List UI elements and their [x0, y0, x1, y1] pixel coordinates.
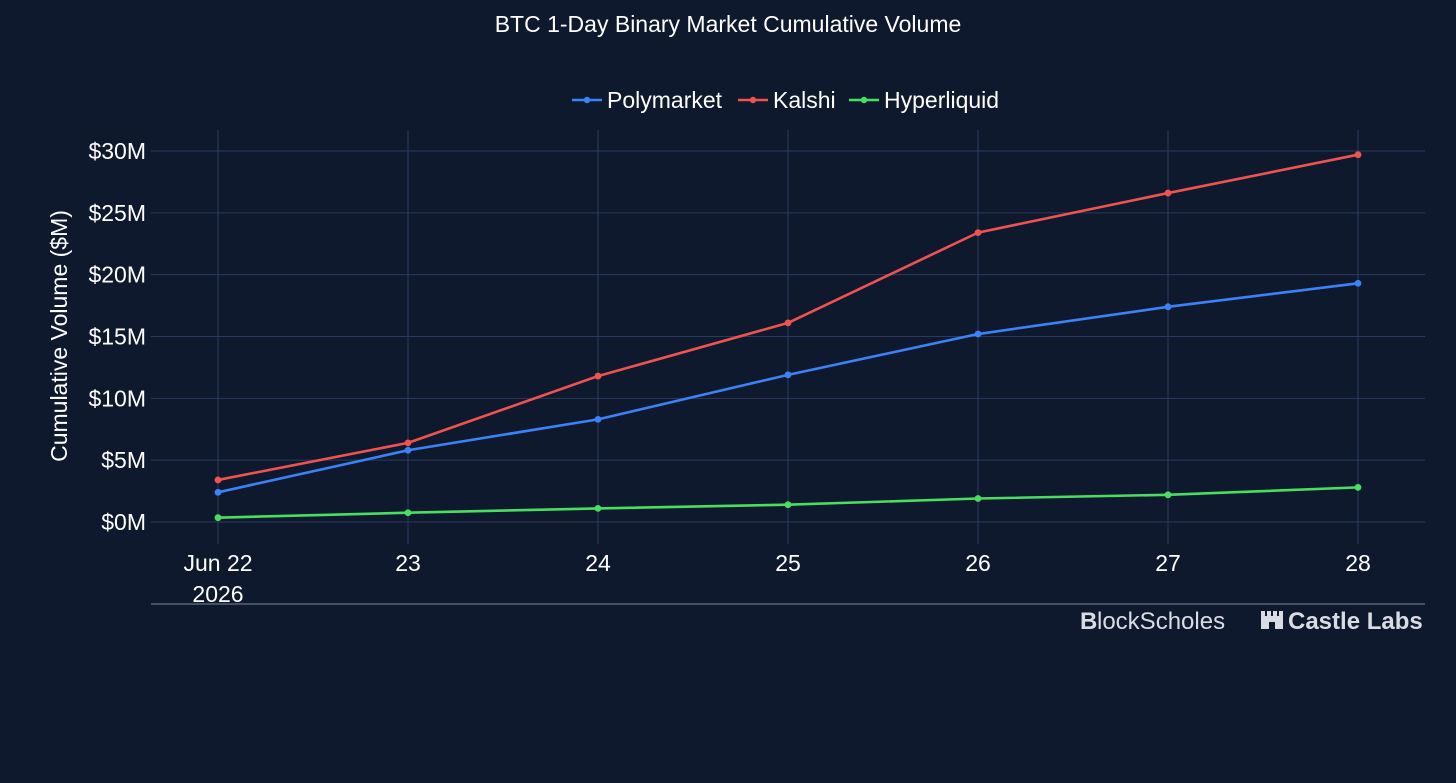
y-tick-label: $15M	[88, 324, 146, 350]
grid	[151, 130, 1425, 544]
data-point[interactable]	[1354, 279, 1362, 287]
data-point[interactable]	[1354, 483, 1362, 491]
y-axis-title: Cumulative Volume ($M)	[46, 210, 72, 462]
data-point[interactable]	[404, 509, 412, 517]
legend-item[interactable]: Kalshi	[738, 87, 836, 113]
legend-item[interactable]: Polymarket	[572, 87, 723, 113]
x-axis-ticks: Jun 22 23 24 25 26 27 28 2026	[183, 550, 1370, 607]
data-point[interactable]	[594, 504, 602, 512]
x-tick-label: 26	[965, 550, 991, 576]
data-point[interactable]	[214, 476, 222, 484]
legend-swatch-marker	[749, 96, 757, 104]
data-point[interactable]	[1354, 151, 1362, 159]
series-hyperliquid	[214, 483, 1362, 522]
x-tick-label: 24	[585, 550, 611, 576]
blockscholes-logo-text: lockScholes	[1097, 608, 1225, 635]
y-axis-ticks: $0M $5M $10M $15M $20M $25M $30M	[88, 138, 146, 535]
data-point[interactable]	[1164, 303, 1172, 311]
data-point[interactable]	[404, 446, 412, 454]
castle-labs-logo-text: Castle Labs	[1288, 608, 1423, 635]
chart-title: BTC 1-Day Binary Market Cumulative Volum…	[495, 11, 962, 37]
branding: B lockScholes Castle Labs	[1080, 608, 1423, 635]
data-point[interactable]	[784, 501, 792, 509]
blockscholes-logo: B lockScholes	[1080, 608, 1225, 635]
castle-labs-logo: Castle Labs	[1261, 608, 1423, 635]
series-polymarket	[214, 279, 1362, 496]
series-group	[214, 151, 1362, 522]
data-point[interactable]	[974, 229, 982, 237]
data-point[interactable]	[214, 488, 222, 496]
y-tick-label: $10M	[88, 385, 146, 411]
legend-label: Hyperliquid	[884, 87, 999, 113]
legend-label: Kalshi	[773, 87, 836, 113]
data-point[interactable]	[404, 439, 412, 447]
data-point[interactable]	[1164, 189, 1172, 197]
legend-swatch-marker	[860, 96, 868, 104]
series-kalshi	[214, 151, 1362, 484]
x-tick-sublabel: 2026	[192, 581, 243, 607]
y-tick-label: $5M	[101, 447, 146, 473]
data-point[interactable]	[594, 415, 602, 423]
data-point[interactable]	[214, 514, 222, 522]
data-point[interactable]	[974, 330, 982, 338]
legend-label: Polymarket	[607, 87, 723, 113]
x-tick-label: 23	[395, 550, 421, 576]
x-tick-label: 27	[1155, 550, 1181, 576]
data-point[interactable]	[1164, 491, 1172, 499]
legend-swatch-marker	[583, 96, 591, 104]
x-tick-label: Jun 22	[183, 550, 252, 576]
y-tick-label: $0M	[101, 509, 146, 535]
x-tick-label: 28	[1345, 550, 1371, 576]
y-tick-label: $20M	[88, 262, 146, 288]
y-tick-label: $30M	[88, 138, 146, 164]
data-point[interactable]	[784, 319, 792, 327]
data-point[interactable]	[974, 495, 982, 502]
y-tick-label: $25M	[88, 200, 146, 226]
blockscholes-logo-mark: B	[1080, 608, 1097, 635]
x-tick-label: 25	[775, 550, 801, 576]
legend-item[interactable]: Hyperliquid	[849, 87, 999, 113]
castle-icon	[1261, 611, 1283, 629]
data-point[interactable]	[784, 371, 792, 379]
data-point[interactable]	[594, 372, 602, 380]
legend: Polymarket Kalshi Hyperliquid	[572, 87, 999, 113]
